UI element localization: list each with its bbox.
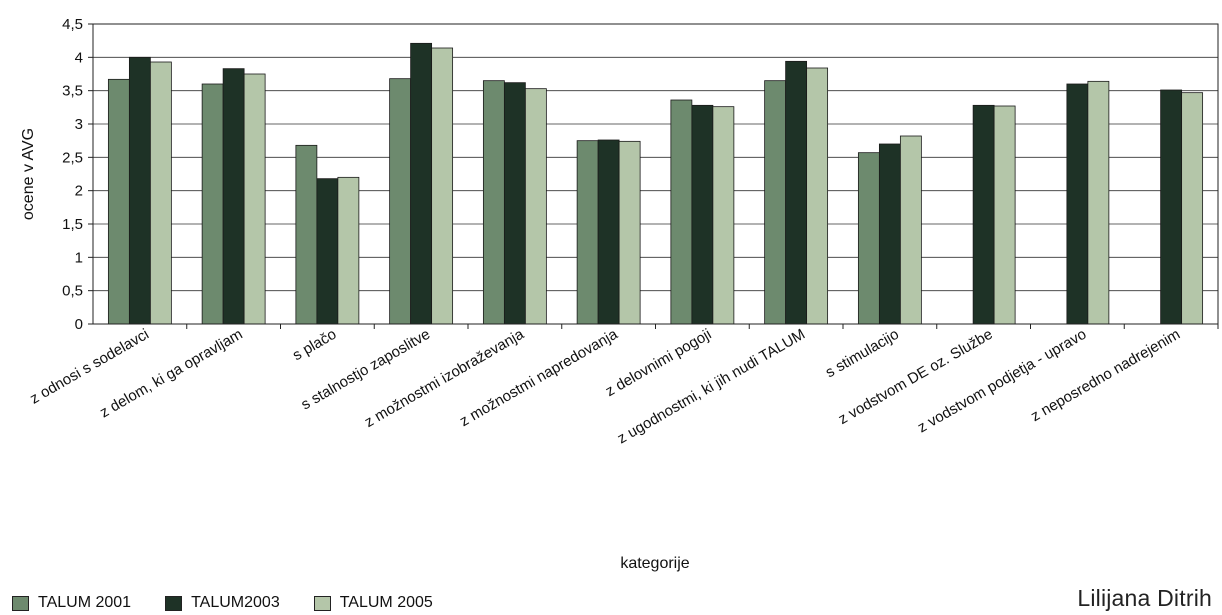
y-tick-label: 1,5 xyxy=(62,216,83,233)
legend-label-talum-2001: TALUM 2001 xyxy=(38,594,132,611)
bar-talum-2001-z-ugodnostmi-ki-jih-nudi-talum xyxy=(764,80,787,325)
bar-talum2003-z-moznostmi-napredovanja xyxy=(597,139,620,325)
y-tick-label: 4 xyxy=(75,49,83,66)
bar-talum-2001-z-odnosi-s-sodelavci xyxy=(107,78,130,325)
bar-talum-2001-z-moznostmi-napredovanja xyxy=(576,140,599,325)
bar-talum-2001-s-stalnostjo-zaposlitve xyxy=(389,78,412,325)
bar-talum-2005-z-neposredno-nadrejenim xyxy=(1181,92,1204,325)
bar-talum-2001-z-delom-ki-ga-opravljam xyxy=(201,83,224,325)
bar-talum2003-s-stimulacijo xyxy=(878,143,901,325)
x-tick-label-s-stimulacijo: s stimulacijo xyxy=(823,326,902,382)
bar-talum2003-z-neposredno-nadrejenim xyxy=(1160,89,1183,325)
y-tick-label: 2 xyxy=(75,183,83,200)
bar-talum-2005-s-placo xyxy=(337,176,360,325)
bar-talum2003-z-vodstvom-podjetja-upravo xyxy=(1066,83,1089,325)
legend-label-talum-2005: TALUM 2005 xyxy=(339,594,433,611)
y-tick-label: 0,5 xyxy=(62,283,83,300)
bar-talum-2005-z-odnosi-s-sodelavci xyxy=(149,61,172,325)
x-tick-label-z-vodstvom-podjetja-upravo: z vodstvom podjetja - upravo xyxy=(915,326,1090,437)
legend-swatch-talum-2005 xyxy=(313,595,331,611)
bar-talum2003-s-stalnostjo-zaposlitve xyxy=(410,42,433,325)
x-tick-label-z-moznostmi-izobrazevanja: z možnostmi izobraževanja xyxy=(362,325,528,431)
legend: TALUM 2001 TALUM2003 TALUM 2005 xyxy=(12,592,467,614)
legend-item-talum-2005: TALUM 2005 xyxy=(313,594,433,612)
bar-talum-2005-z-moznostmi-izobrazevanja xyxy=(524,88,547,325)
y-tick-label: 1 xyxy=(75,249,83,266)
x-tick-label-z-moznostmi-napredovanja: z možnostmi napredovanja xyxy=(457,325,621,430)
y-tick-label: 3 xyxy=(75,116,83,133)
bar-talum-2005-z-vodstvom-podjetja-upravo xyxy=(1087,80,1110,325)
bar-talum2003-z-vodstvom-de-oz-sluzbe xyxy=(972,104,995,325)
bar-talum2003-z-delovnimi-pogoji xyxy=(691,104,714,325)
y-tick-label: 0 xyxy=(75,316,83,333)
bar-talum-2005-z-delom-ki-ga-opravljam xyxy=(243,73,266,325)
bar-talum2003-z-odnosi-s-sodelavci xyxy=(128,56,151,325)
bar-talum-2005-z-ugodnostmi-ki-jih-nudi-talum xyxy=(806,67,829,325)
y-tick-label: 4,5 xyxy=(62,16,83,33)
grid-lines xyxy=(93,56,1218,292)
y-axis-label: ocene v AVG xyxy=(20,128,37,220)
bar-talum-2001-z-delovnimi-pogoji xyxy=(670,99,693,325)
x-tick-label-s-placo: s plačo xyxy=(290,326,340,364)
x-tick-label-z-ugodnostmi-ki-jih-nudi-talum: z ugodnostmi, ki jih nudi TALUM xyxy=(615,326,809,448)
author-signature: Lilijana Ditrih xyxy=(1077,585,1212,611)
legend-swatch-talum-2003 xyxy=(165,595,183,611)
bar-talum2003-s-placo xyxy=(316,178,339,325)
legend-item-talum-2001: TALUM 2001 xyxy=(12,594,131,612)
x-tick-label-z-vodstvom-de-oz-sluzbe: z vodstvom DE oz. Službe xyxy=(836,326,996,428)
y-tick-labels: 0 0,5 1 1,5 2 2,5 3 3,5 4 4,5 xyxy=(62,16,83,333)
bar-talum-2001-z-moznostmi-izobrazevanja xyxy=(482,80,505,325)
bars xyxy=(107,42,1204,325)
y-tick-label: 3,5 xyxy=(62,83,83,100)
bar-talum-2005-z-delovnimi-pogoji xyxy=(712,106,735,325)
legend-label-talum-2003: TALUM2003 xyxy=(191,594,280,611)
bar-talum-2001-s-placo xyxy=(295,144,318,325)
bar-talum-2005-s-stimulacijo xyxy=(899,135,922,325)
bar-talum2003-z-delom-ki-ga-opravljam xyxy=(222,68,245,325)
x-axis-label: kategorije xyxy=(620,555,689,572)
bar-talum-2005-s-stalnostjo-zaposlitve xyxy=(431,47,454,325)
x-tick-label-z-neposredno-nadrejenim: z neposredno nadrejenim xyxy=(1028,326,1183,425)
axes xyxy=(88,23,1219,329)
bar-talum2003-z-ugodnostmi-ki-jih-nudi-talum xyxy=(785,60,808,325)
legend-item-talum-2003: TALUM2003 xyxy=(165,594,280,612)
bar-talum2003-z-moznostmi-izobrazevanja xyxy=(503,82,526,325)
bar-talum-2005-z-vodstvom-de-oz-sluzbe xyxy=(993,105,1016,325)
bar-chart: 0 0,5 1 1,5 2 2,5 3 3,5 4 4,5 z odnosi s sodelavc… xyxy=(20,16,1219,572)
bar-talum-2001-s-stimulacijo xyxy=(857,152,880,325)
legend-swatch-talum-2001 xyxy=(12,595,29,611)
y-tick-label: 2,5 xyxy=(62,149,83,166)
bar-talum-2005-z-moznostmi-napredovanja xyxy=(618,140,641,325)
